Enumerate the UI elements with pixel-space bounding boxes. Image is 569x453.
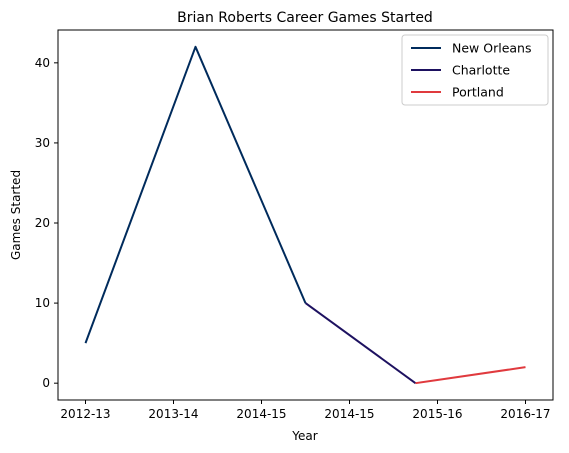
x-tick-label: 2015-16 <box>412 407 462 421</box>
y-tick-label: 20 <box>35 216 50 230</box>
legend-label: Portland <box>452 85 504 100</box>
x-axis-label: Year <box>291 429 317 443</box>
series-line-charlotte <box>304 302 417 384</box>
x-tick-label: 2012-13 <box>60 407 110 421</box>
legend-label: New Orleans <box>452 41 531 56</box>
x-tick-label: 2013-14 <box>148 407 198 421</box>
series-line-new-orleans <box>84 45 307 344</box>
x-tick-label: 2014-15 <box>324 407 374 421</box>
legend-label: Charlotte <box>452 63 510 78</box>
plot-area <box>57 29 554 401</box>
y-tick-label: 10 <box>35 296 50 310</box>
legend: New Orleans Charlotte Portland <box>401 34 549 106</box>
x-tick-label: 2016-17 <box>500 407 550 421</box>
y-tick-label: 0 <box>42 376 50 390</box>
y-axis-label: Games Started <box>9 170 23 260</box>
legend-box <box>401 34 549 106</box>
y-tick-label: 30 <box>35 136 50 150</box>
chart-title: Brian Roberts Career Games Started <box>177 10 433 26</box>
x-tick-label: 2014-15 <box>236 407 286 421</box>
y-tick-label: 40 <box>35 56 50 70</box>
series-lines <box>84 45 526 385</box>
series-line-portland <box>415 366 526 385</box>
axis-ticks: 2012-13 2013-14 2014-15 2014-15 2015-16 2016-… <box>35 56 551 421</box>
